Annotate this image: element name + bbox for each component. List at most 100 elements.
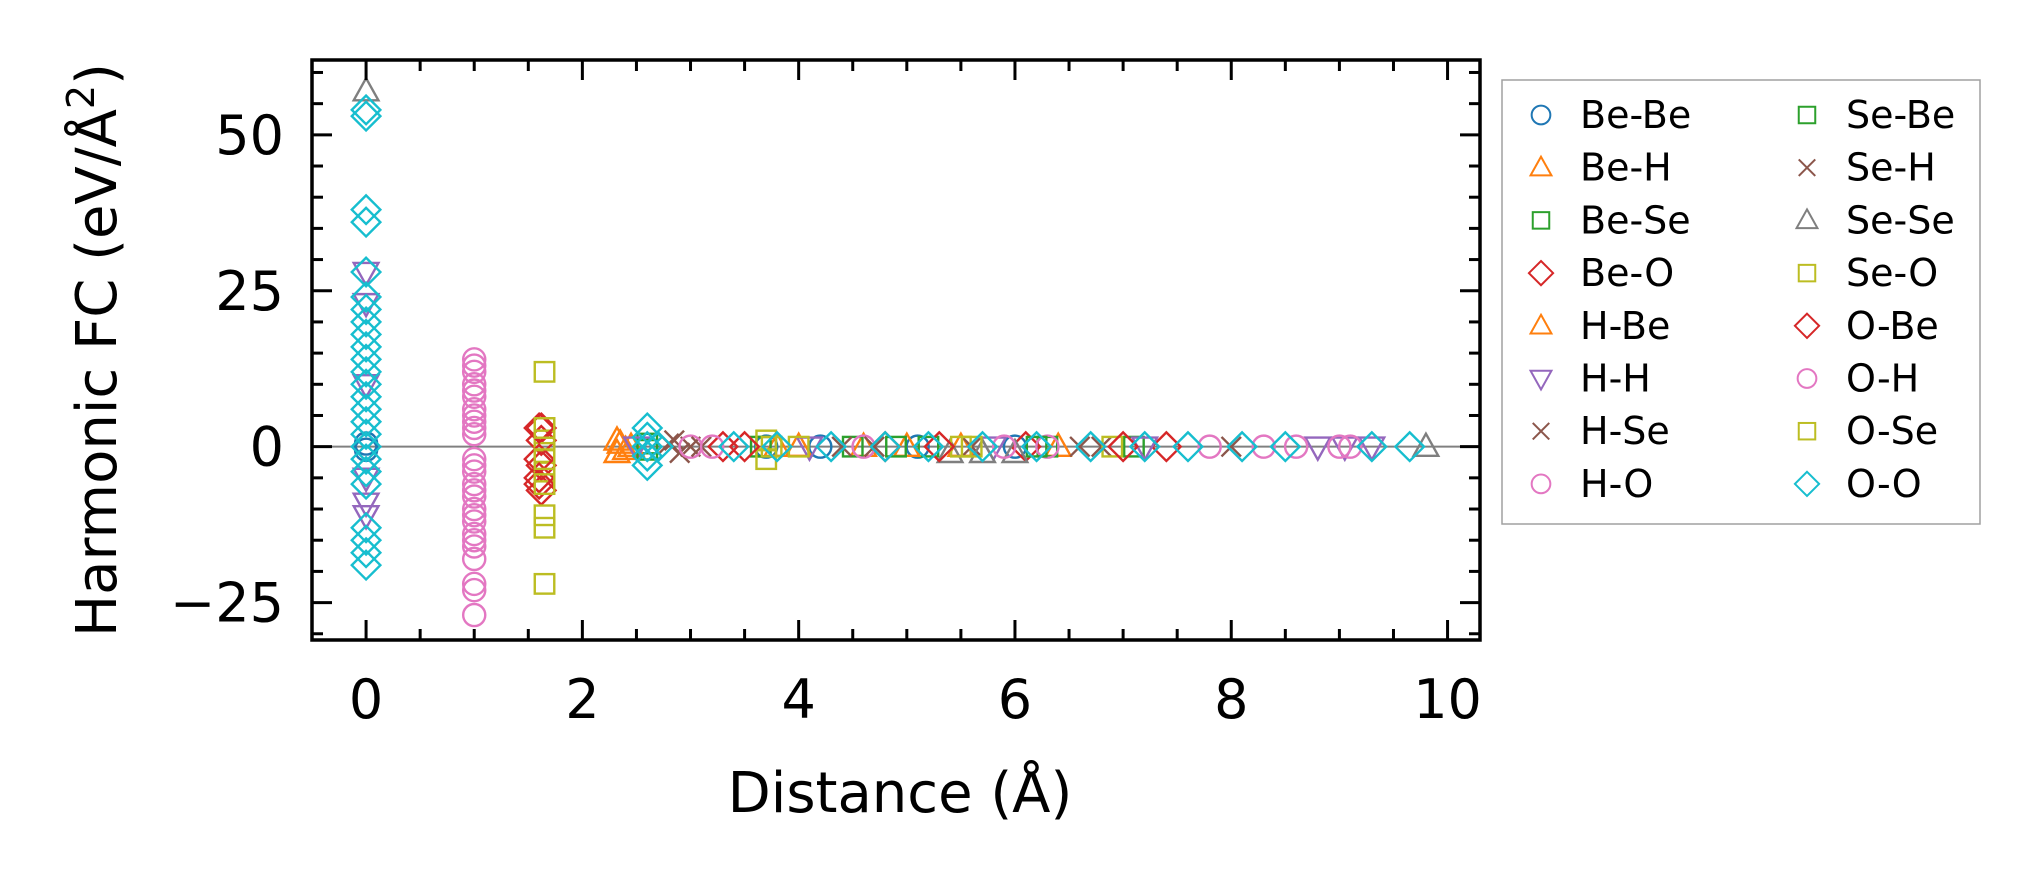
legend-marker-be-se <box>1531 211 1551 230</box>
legend-marker-se-o <box>1797 263 1817 283</box>
legend-marker-h-be <box>1528 312 1554 335</box>
point-o-h-10 <box>991 434 1017 459</box>
point-o-be-0 <box>523 411 556 444</box>
x-tick-label: 10 <box>1413 668 1482 731</box>
point-se-be-3 <box>1025 435 1048 458</box>
legend-marker-o-h <box>1796 368 1818 389</box>
point-o-o-40 <box>1172 430 1204 463</box>
point-h-se-0 <box>663 429 685 452</box>
point-o-o-8 <box>350 318 383 351</box>
legend-label-be-be: Be-Be <box>1580 93 1691 137</box>
legend-label-be-h: Be-H <box>1580 146 1672 190</box>
point-o-o-21 <box>350 511 383 544</box>
point-h-o-4 <box>461 396 487 422</box>
point-o-h-2 <box>461 403 487 428</box>
legend-label-be-se: Be-Se <box>1580 198 1691 242</box>
point-h-se-3 <box>831 436 853 458</box>
point-o-o-20 <box>350 468 383 501</box>
point-o-o-35 <box>912 430 945 463</box>
point-o-o-38 <box>1074 430 1107 463</box>
point-se-o-7 <box>533 572 556 595</box>
point-h-be-0 <box>602 424 632 451</box>
legend-label-h-be: H-Be <box>1580 304 1670 348</box>
plot-frame <box>310 58 1482 642</box>
y-tick-label: 0 <box>250 416 284 479</box>
point-h-h-5 <box>351 504 381 531</box>
point-o-h-11 <box>1251 434 1276 459</box>
x-axis-label: Distance (Å) <box>728 760 1073 826</box>
point-o-h-6 <box>461 503 487 528</box>
legend-marker-be-o <box>1527 259 1555 287</box>
point-h-se-2 <box>679 436 702 458</box>
point-o-o-15 <box>350 405 383 438</box>
point-se-o-6 <box>533 516 556 539</box>
point-o-o-14 <box>350 393 383 426</box>
point-o-o-13 <box>350 380 383 413</box>
point-o-o-6 <box>350 293 383 326</box>
legend-label-o-o: O-O <box>1846 462 1922 506</box>
point-o-o-30 <box>642 430 675 463</box>
point-o-h-9 <box>699 434 725 459</box>
legend-marker-o-be <box>1793 312 1821 340</box>
point-o-o-4 <box>350 256 383 289</box>
point-se-o-4 <box>533 460 556 483</box>
y-axis-label-sup: 2 <box>59 85 103 109</box>
x-tick-label: 0 <box>349 668 383 731</box>
axis-ticks <box>310 60 1480 640</box>
point-h-o-22 <box>1283 434 1309 459</box>
point-h-o-1 <box>461 359 487 385</box>
y-axis-label: Harmonic FC (eV/Å2) <box>59 63 130 637</box>
legend-marker-h-o <box>1530 473 1552 495</box>
point-o-o-41 <box>1226 430 1259 463</box>
point-o-o-24 <box>350 549 383 582</box>
point-se-h-3 <box>1069 436 1091 458</box>
point-h-o-17 <box>461 602 487 628</box>
point-o-o-5 <box>350 280 383 313</box>
legend: Be-Be Be-H Be-Se Be-O H-Be H-H H-Se H-O Se-Be Se-… <box>1501 79 1981 525</box>
point-o-be-3 <box>523 468 556 501</box>
point-o-o-28 <box>631 440 664 473</box>
point-o-o-0 <box>350 93 383 126</box>
point-o-o-1 <box>350 100 383 133</box>
legend-label-se-be: Se-Be <box>1846 93 1955 137</box>
point-se-h-2 <box>863 436 885 458</box>
point-se-o-5 <box>533 504 556 527</box>
point-h-o-10 <box>461 484 487 509</box>
point-o-o-10 <box>350 343 383 376</box>
point-be-h-1 <box>611 434 641 461</box>
point-o-be-4 <box>728 430 761 463</box>
point-h-o-2 <box>461 372 487 397</box>
point-o-o-34 <box>869 430 902 463</box>
legend-marker-be-be <box>1530 104 1552 126</box>
legend-label-se-h: Se-H <box>1846 146 1936 190</box>
legend-label-h-se: H-Se <box>1580 409 1670 453</box>
point-h-h-0 <box>351 261 381 288</box>
point-o-be-5 <box>923 430 956 463</box>
point-o-h-7 <box>461 527 487 553</box>
point-h-o-11 <box>461 496 487 522</box>
point-o-o-19 <box>350 455 383 488</box>
point-h-o-8 <box>461 459 487 484</box>
point-h-h-12 <box>1357 436 1387 463</box>
point-o-o-44 <box>1393 430 1426 463</box>
point-h-be-1 <box>602 437 632 464</box>
point-o-h-1 <box>461 378 487 403</box>
point-h-o-16 <box>461 571 487 597</box>
point-h-o-6 <box>461 421 487 447</box>
point-se-o-0 <box>533 360 556 383</box>
point-o-se-0 <box>533 417 556 439</box>
point-se-se-1 <box>935 437 965 464</box>
point-o-be-2 <box>523 461 556 494</box>
legend-marker-se-be <box>1797 105 1817 125</box>
data-points <box>350 75 1441 628</box>
y-tick-label: −25 <box>170 572 284 635</box>
y-axis-label-main: Harmonic FC (eV/Å <box>64 109 130 637</box>
point-o-o-12 <box>350 368 383 401</box>
point-h-o-13 <box>461 521 487 547</box>
legend-label-h-h: H-H <box>1580 357 1651 401</box>
legend-marker-o-o <box>1793 470 1821 498</box>
point-be-se-3 <box>917 435 940 458</box>
point-h-se-6 <box>1220 436 1242 458</box>
point-o-se-4 <box>960 435 983 458</box>
